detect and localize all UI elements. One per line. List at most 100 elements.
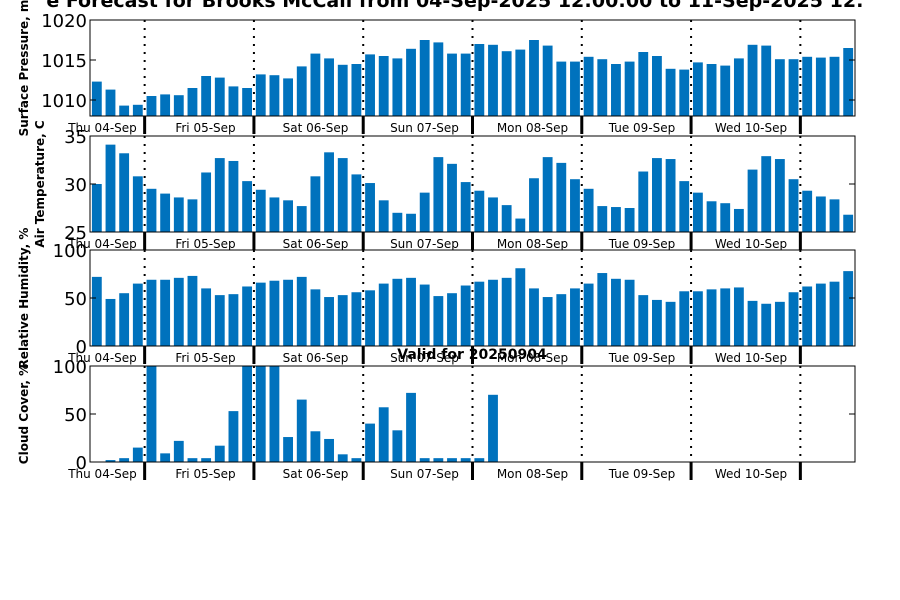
bar-1-56: [843, 48, 854, 116]
bar-4-13: [255, 366, 266, 462]
bar-4-22: [378, 407, 389, 462]
bar-3-17: [310, 289, 321, 346]
bar-4-26: [433, 458, 444, 462]
bar-4-2: [105, 460, 116, 462]
bar-1-14: [269, 75, 280, 116]
bar-1-38: [597, 59, 608, 116]
day-label-3-5: Mon 08-Sep: [497, 351, 568, 365]
bar-1-24: [406, 48, 416, 116]
day-label-4-7: Wed 10-Sep: [715, 467, 787, 481]
day-label-1-6: Tue 09-Sep: [608, 121, 676, 135]
figure-title: e Forecast for Brooks McCall from 04-Sep…: [46, 0, 863, 12]
day-label-1-7: Wed 10-Sep: [715, 121, 787, 135]
bar-3-39: [611, 278, 621, 346]
bar-2-31: [501, 205, 512, 232]
bar-2-30: [488, 197, 498, 232]
bar-3-36: [570, 288, 580, 346]
day-label-2-5: Mon 08-Sep: [497, 237, 568, 251]
bar-3-23: [392, 278, 403, 346]
ytick-label-4-1: 0: [76, 453, 87, 474]
bar-3-42: [652, 299, 662, 346]
bar-2-28: [460, 182, 471, 232]
bar-3-11: [228, 294, 239, 346]
ylabel-4: Cloud Cover, %: [17, 364, 31, 464]
bar-1-5: [146, 96, 157, 116]
bar-3-14: [269, 280, 280, 346]
bar-2-26: [433, 157, 444, 232]
bar-3-35: [556, 294, 567, 346]
day-label-4-5: Mon 08-Sep: [497, 467, 568, 481]
day-label-1-2: Fri 05-Sep: [175, 121, 235, 135]
bar-2-22: [378, 200, 389, 232]
day-label-4-1: Thu 04-Sep: [67, 467, 137, 481]
bar-1-27: [447, 53, 457, 116]
day-label-3-2: Fri 05-Sep: [175, 351, 235, 365]
bar-4-8: [187, 458, 198, 462]
bar-1-33: [529, 40, 539, 116]
day-label-4-4: Sun 07-Sep: [390, 467, 459, 481]
bar-4-19: [337, 454, 348, 462]
day-label-2-4: Sun 07-Sep: [390, 237, 459, 251]
bar-2-53: [802, 190, 813, 232]
bar-1-44: [679, 69, 690, 116]
bar-4-12: [242, 366, 253, 462]
bar-4-29: [474, 458, 485, 462]
bar-1-40: [624, 61, 635, 116]
bar-2-2: [105, 144, 116, 232]
day-label-2-7: Wed 10-Sep: [715, 237, 787, 251]
bar-1-13: [255, 74, 266, 116]
bar-2-25: [419, 192, 430, 232]
bar-1-16: [296, 66, 307, 116]
bar-3-33: [529, 288, 539, 346]
bar-1-22: [378, 56, 389, 116]
day-label-1-4: Sun 07-Sep: [390, 121, 459, 135]
bar-2-51: [774, 159, 785, 232]
bar-1-46: [706, 64, 717, 116]
day-label-2-6: Tue 09-Sep: [608, 237, 676, 251]
bar-2-9: [201, 172, 212, 232]
bar-3-29: [474, 281, 485, 346]
bar-4-30: [488, 394, 498, 462]
day-label-2-1: Thu 04-Sep: [67, 237, 137, 251]
day-label-4-2: Fri 05-Sep: [175, 467, 235, 481]
bar-4-3: [119, 458, 130, 462]
bar-2-3: [119, 153, 130, 232]
ytick-label-1-2: 1015: [41, 51, 87, 72]
bar-3-56: [843, 271, 854, 346]
bar-3-2: [105, 298, 116, 346]
bar-3-6: [160, 279, 171, 346]
bar-3-13: [255, 282, 266, 346]
bar-1-15: [283, 78, 293, 116]
day-label-1-3: Sat 06-Sep: [283, 121, 349, 135]
bar-1-23: [392, 58, 403, 116]
bar-2-47: [720, 203, 731, 232]
bar-4-11: [228, 411, 239, 462]
bar-3-46: [706, 289, 717, 346]
bar-1-35: [556, 61, 567, 116]
bar-3-47: [720, 288, 731, 346]
bar-3-27: [447, 293, 457, 346]
ylabel-2: Air Temperature, C: [33, 120, 47, 248]
day-label-3-3: Sat 06-Sep: [283, 351, 349, 365]
bar-3-45: [692, 291, 703, 346]
ytick-label-2-2: 30: [64, 175, 87, 196]
bar-2-45: [692, 192, 703, 232]
bar-4-20: [351, 458, 362, 462]
bar-3-37: [583, 283, 594, 346]
bar-1-37: [583, 56, 594, 116]
bar-1-49: [747, 44, 758, 116]
bar-3-55: [829, 281, 840, 346]
bar-3-15: [283, 279, 293, 346]
bar-2-48: [733, 208, 744, 232]
bar-1-39: [611, 64, 621, 116]
bar-2-35: [556, 162, 567, 232]
ytick-label-2-1: 25: [64, 223, 87, 244]
bar-3-8: [187, 275, 198, 346]
bar-2-23: [392, 212, 403, 232]
bar-4-4: [132, 447, 143, 462]
bar-2-29: [474, 190, 485, 232]
ytick-label-3-1: 0: [76, 337, 87, 358]
bar-3-3: [119, 293, 130, 346]
day-label-3-4: Sun 07-Sep: [390, 351, 459, 365]
